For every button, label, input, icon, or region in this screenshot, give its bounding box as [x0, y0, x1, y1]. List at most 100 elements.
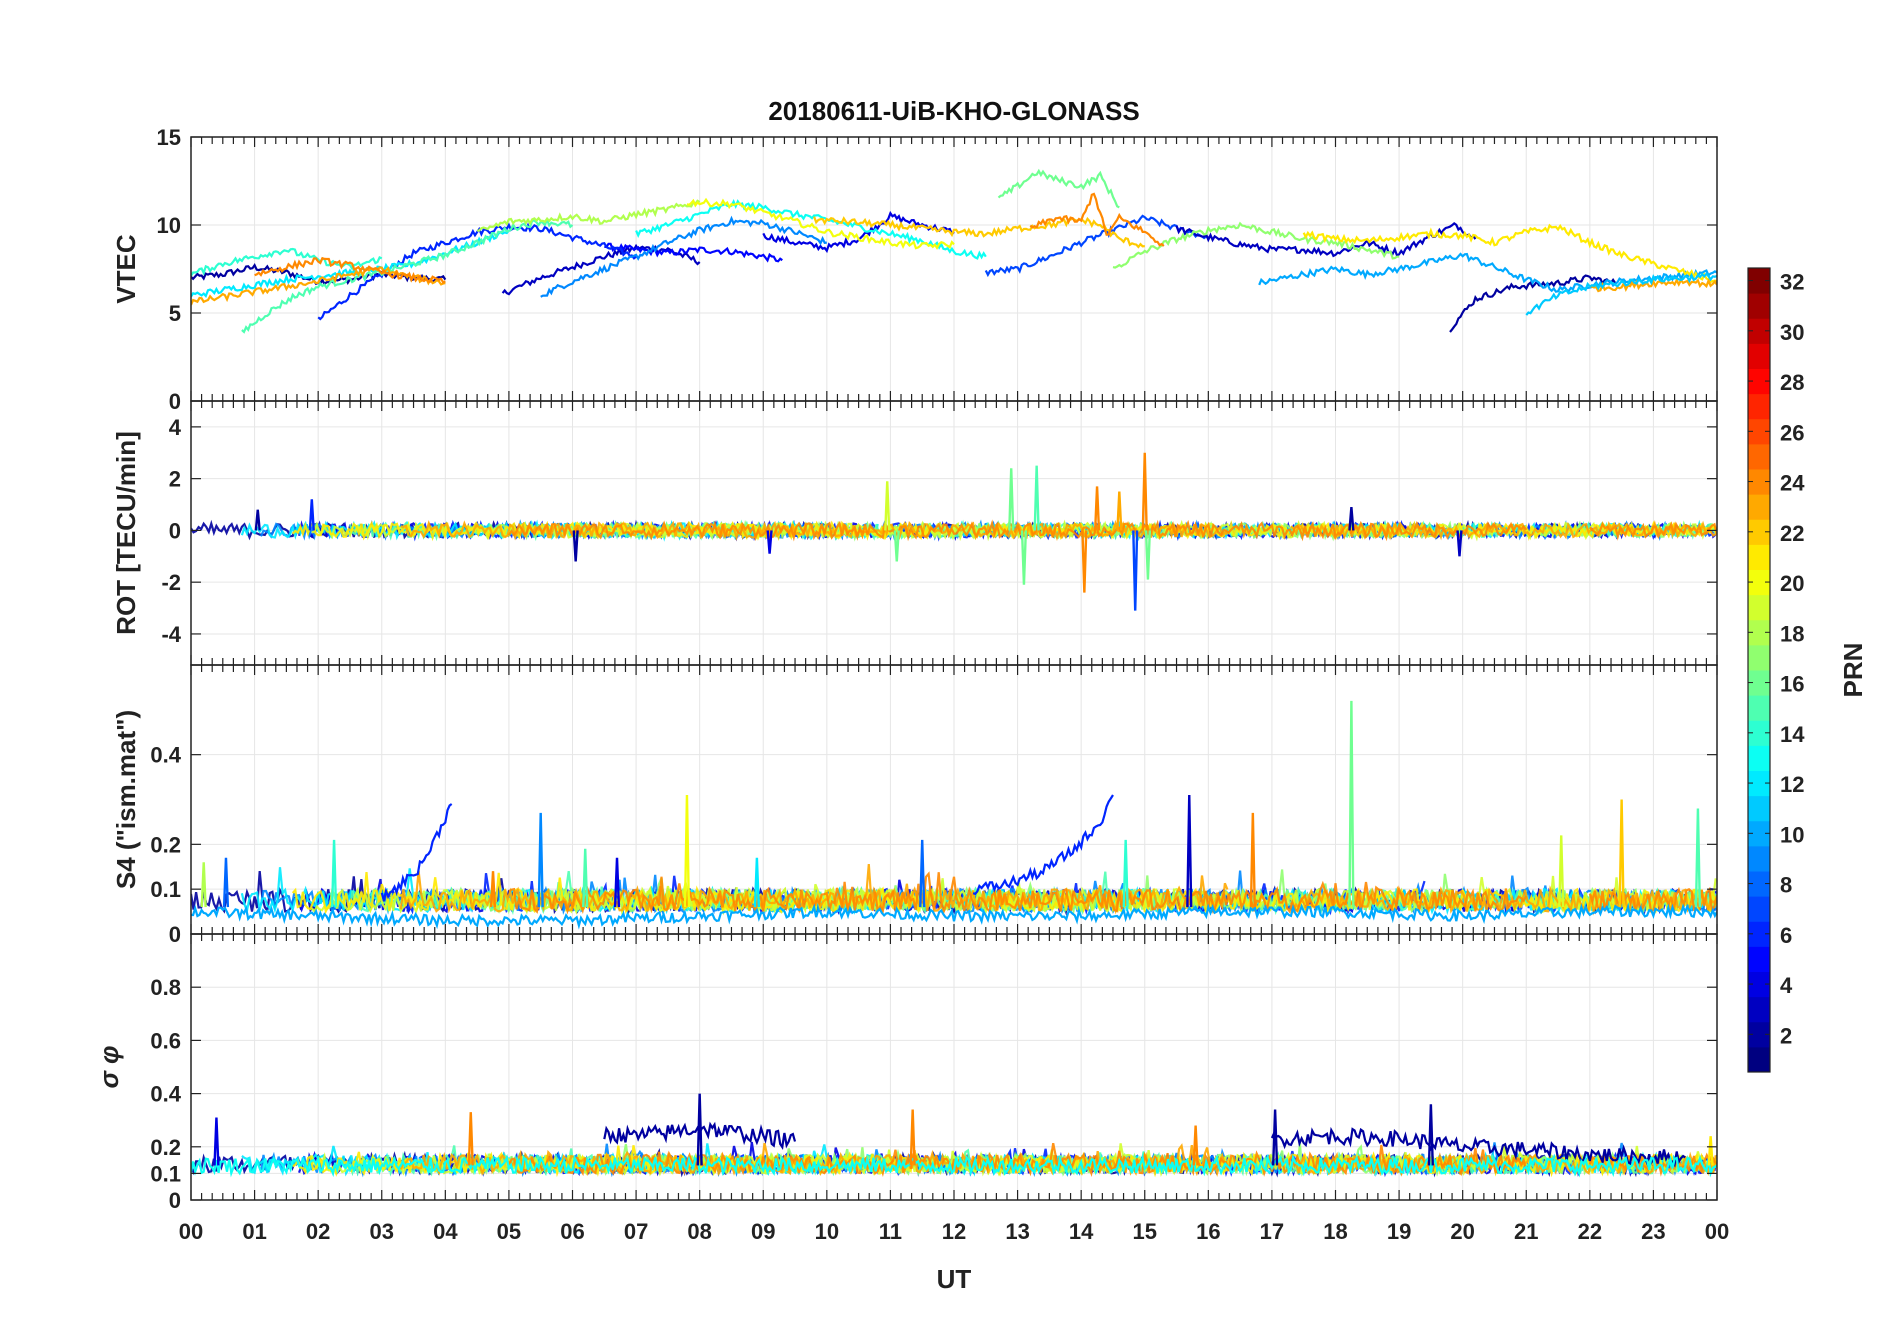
spike-prn-12: [753, 857, 760, 908]
colorbar-segment: [1748, 544, 1770, 570]
colorbar-tick-label: 24: [1780, 471, 1805, 496]
spike-prn-9: [537, 812, 544, 908]
x-tick-label: 15: [1133, 1219, 1157, 1244]
y-tick-label: 0.2: [150, 832, 181, 857]
colorbar-segment: [1748, 695, 1770, 721]
x-tick-label: 01: [242, 1219, 266, 1244]
data-layer: [191, 1093, 1717, 1178]
y-tick-label: 0: [169, 389, 181, 414]
x-tick-label: 14: [1069, 1219, 1094, 1244]
spike-prn-4: [613, 857, 621, 908]
spike-prn-15: [1694, 808, 1702, 908]
spike-prn-14: [1122, 839, 1129, 908]
panel-4: 00.10.2 0.4 0.6 0.8 σ φ: [94, 933, 1718, 1213]
spike-prn-4: [213, 1117, 220, 1166]
colorbar-segment: [1748, 494, 1770, 520]
x-tick-label: 22: [1578, 1219, 1602, 1244]
y-tick-label: -2: [161, 570, 181, 595]
data-layer: [191, 452, 1717, 611]
x-tick-label: 00: [1705, 1219, 1729, 1244]
x-tick-label: 02: [306, 1219, 330, 1244]
y-tick-label: 0.8: [150, 975, 181, 1000]
series-line-prn-22: [813, 216, 1145, 249]
series-line-prn-14: [191, 247, 383, 277]
x-tick-label: 04: [433, 1219, 458, 1244]
y-tick-label: 4: [169, 415, 182, 440]
colorbar-tick-label: 28: [1780, 370, 1804, 395]
chart-title: 20180611-UiB-KHO-GLONASS: [768, 96, 1139, 126]
colorbar-tick-label: 8: [1780, 873, 1792, 898]
series-line-prn-2: [1270, 1126, 1686, 1168]
colorbar-tick-label: 16: [1780, 672, 1804, 697]
spike-prn-2: [254, 509, 261, 531]
colorbar-label: PRN: [1838, 643, 1868, 698]
y-tick-label: 2: [169, 467, 181, 492]
colorbar-segment: [1748, 368, 1770, 395]
spike-prn-22: [1618, 799, 1625, 908]
spike-prn-2: [1271, 1109, 1279, 1166]
spike-prn-24: [1249, 812, 1256, 908]
series-line-prn-10: [191, 902, 1717, 930]
colorbar-segment: [1748, 871, 1770, 897]
x-tick-label: 16: [1196, 1219, 1220, 1244]
y-tick-label: 0: [169, 1188, 181, 1213]
y-tick-label: 0.4: [150, 743, 181, 768]
spike-prn-15: [582, 848, 589, 908]
data-layer: [191, 168, 1717, 334]
series-line-prn-11: [1525, 272, 1717, 316]
spike-prn-16: [1348, 700, 1355, 908]
y-tick-label: 0.4: [150, 1082, 181, 1107]
spike-prn-24: [1093, 486, 1101, 531]
noise-trace-prn-24: [507, 519, 1528, 542]
x-tick-label: 08: [687, 1219, 711, 1244]
x-ticks: [190, 665, 1718, 934]
colorbar-segment: [1748, 1021, 1770, 1048]
y-tick-label: 0.1: [150, 1161, 181, 1186]
x-tick-label: 07: [624, 1219, 648, 1244]
colorbar-segment: [1748, 418, 1770, 445]
series-line-prn-23: [1589, 277, 1717, 293]
series-line-prn-5: [604, 242, 783, 263]
spike-prn-16: [1144, 530, 1152, 580]
colorbar-segment: [1748, 896, 1770, 922]
y-tick-label: 10: [157, 213, 181, 238]
spike-prn-24: [1192, 1125, 1199, 1166]
series-line-prn-3: [1175, 222, 1477, 258]
y-tick-label: -4: [161, 622, 181, 647]
spike-prn-7: [1132, 530, 1139, 611]
grid: [190, 136, 1718, 402]
panel-3: 0 0.1 0.2 0.4 S4 ("ism.mat"): [111, 664, 1718, 947]
series-line-prn-3: [501, 243, 701, 296]
spike-prn-6: [308, 499, 315, 531]
y-tick-label: 0: [169, 922, 181, 947]
y-tick-label: 0.2: [150, 1135, 181, 1160]
series-line-prn-18: [477, 199, 701, 232]
series-line-prn-17: [1112, 221, 1400, 269]
x-tick-label: 10: [815, 1219, 839, 1244]
colorbar-segment: [1748, 519, 1770, 545]
y-axis-label: ROT [TECU/min]: [111, 431, 141, 635]
series-line-prn-16: [997, 168, 1120, 209]
x-tick-label: 03: [370, 1219, 394, 1244]
colorbar-segment: [1748, 318, 1770, 344]
colorbar-segment: [1748, 795, 1770, 822]
spike-prn-3: [1186, 794, 1193, 908]
y-tick-label: 0.6: [150, 1028, 181, 1053]
spike-prn-2: [572, 530, 579, 562]
y-axis-label: σ φ: [94, 1046, 124, 1089]
colorbar-segment: [1748, 1046, 1770, 1073]
spike-prn-24: [1141, 452, 1148, 531]
spike-prn-2: [1427, 1104, 1434, 1166]
colorbar-tick-label: 12: [1780, 772, 1804, 797]
colorbar-tick-label: 22: [1780, 521, 1804, 546]
colorbar-segment: [1748, 469, 1770, 495]
spike-prn-16: [1020, 530, 1028, 585]
x-tick-label: 12: [942, 1219, 966, 1244]
colorbar-tick-label: 14: [1780, 722, 1805, 747]
spike-prn-24: [1081, 530, 1088, 593]
spike-prn-21: [1707, 1136, 1714, 1166]
colorbar-segment: [1748, 921, 1770, 947]
series-line-prn-12: [191, 229, 510, 298]
colorbar-tick-label: 32: [1780, 270, 1804, 295]
